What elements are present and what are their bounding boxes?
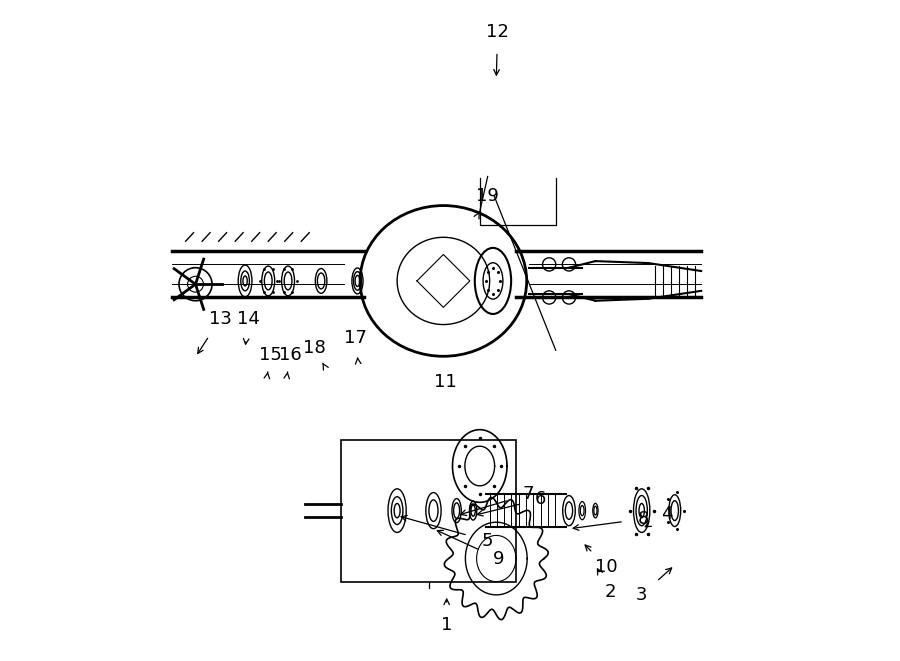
- Text: 14: 14: [237, 310, 260, 329]
- Text: 1: 1: [441, 615, 453, 634]
- Text: 17: 17: [344, 329, 367, 348]
- Text: 15: 15: [259, 346, 282, 364]
- Text: 13: 13: [209, 310, 231, 329]
- Text: 2: 2: [604, 582, 616, 601]
- Text: 10: 10: [595, 558, 618, 576]
- Text: 18: 18: [303, 339, 326, 358]
- Text: 19: 19: [476, 187, 500, 206]
- Bar: [341, 440, 516, 582]
- Text: 12: 12: [486, 22, 509, 41]
- Text: 6: 6: [535, 490, 546, 508]
- Text: 9: 9: [492, 549, 504, 568]
- Text: 8: 8: [638, 510, 650, 528]
- Text: 5: 5: [482, 531, 493, 550]
- Text: 16: 16: [279, 346, 302, 364]
- Text: 11: 11: [434, 373, 456, 391]
- Text: 4: 4: [662, 505, 672, 524]
- Text: 7: 7: [522, 485, 534, 504]
- Text: 3: 3: [636, 586, 647, 604]
